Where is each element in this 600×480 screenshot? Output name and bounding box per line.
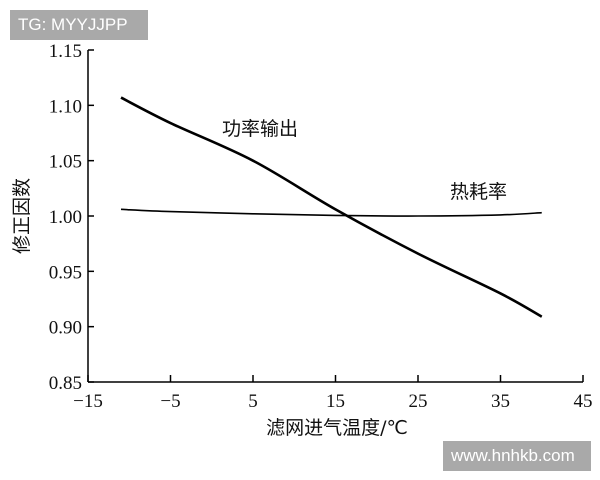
series-line-power-output — [120, 96, 543, 318]
y-tick-label: 0.85 — [49, 373, 82, 394]
x-tick-label: −5 — [160, 391, 180, 412]
y-tick-label: 0.95 — [49, 262, 82, 283]
watermark-top-left: TG: MYYJJPP — [10, 10, 148, 40]
y-axis-label: 修正因数 — [11, 178, 33, 254]
series-label-power-output: 功率输出 — [222, 118, 298, 140]
y-tick-label: 1.15 — [49, 41, 82, 62]
y-tick-label: 0.90 — [49, 318, 82, 339]
axes: −15 −5 5 15 25 35 45 0.85 0.90 0.95 1.00 1.05 1.10 1.… — [49, 41, 593, 412]
x-tick-label: −15 — [73, 391, 103, 412]
x-tick-label: 35 — [491, 391, 510, 412]
series-lines — [120, 96, 543, 318]
x-tick-label: 5 — [248, 391, 258, 412]
series-label-heat-rate: 热耗率 — [450, 181, 507, 203]
y-tick-label: 1.00 — [49, 207, 82, 228]
x-tick-label: 15 — [326, 391, 345, 412]
y-tick-label: 1.10 — [49, 96, 82, 117]
watermark-bottom-right: www.hnhkb.com — [443, 441, 591, 471]
x-tick-label: 45 — [574, 391, 593, 412]
x-axis-label: 滤网进气温度/℃ — [266, 417, 408, 439]
y-tick-label: 1.05 — [49, 152, 82, 173]
series-line-heat-rate — [120, 208, 542, 217]
x-tick-label: 25 — [409, 391, 428, 412]
